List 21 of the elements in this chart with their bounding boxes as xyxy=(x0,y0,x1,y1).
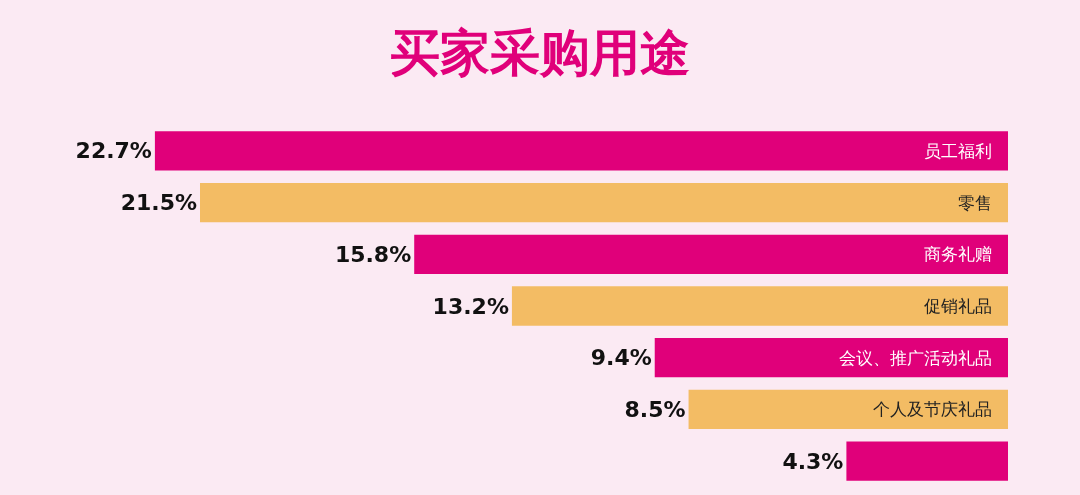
data-label: 22.7% xyxy=(75,138,152,164)
bar xyxy=(511,286,1008,326)
bar xyxy=(846,441,1008,481)
bar xyxy=(200,182,1008,223)
y-tick-label: 零售 xyxy=(958,193,992,213)
y-tick-label: 个人及节庆礼品 xyxy=(873,399,992,419)
data-label: 4.3% xyxy=(782,448,844,474)
data-label: 8.5% xyxy=(624,396,686,422)
bar xyxy=(414,234,1008,274)
y-tick-label: 商务礼赠 xyxy=(924,244,992,264)
data-label: 13.2% xyxy=(432,293,509,319)
bar xyxy=(154,131,1008,171)
data-label: 15.8% xyxy=(334,241,412,267)
data-label: 9.4% xyxy=(590,345,652,371)
chart-title: 买家采购用途 xyxy=(390,23,690,82)
bar xyxy=(654,338,1008,378)
bar xyxy=(688,389,1008,430)
data-label: 21.5% xyxy=(120,190,197,216)
y-tick-label: 促销礼品 xyxy=(924,296,992,316)
y-tick-label: 会议、推广活动礼品 xyxy=(839,348,992,368)
y-tick-label: 员工福利 xyxy=(924,141,992,161)
